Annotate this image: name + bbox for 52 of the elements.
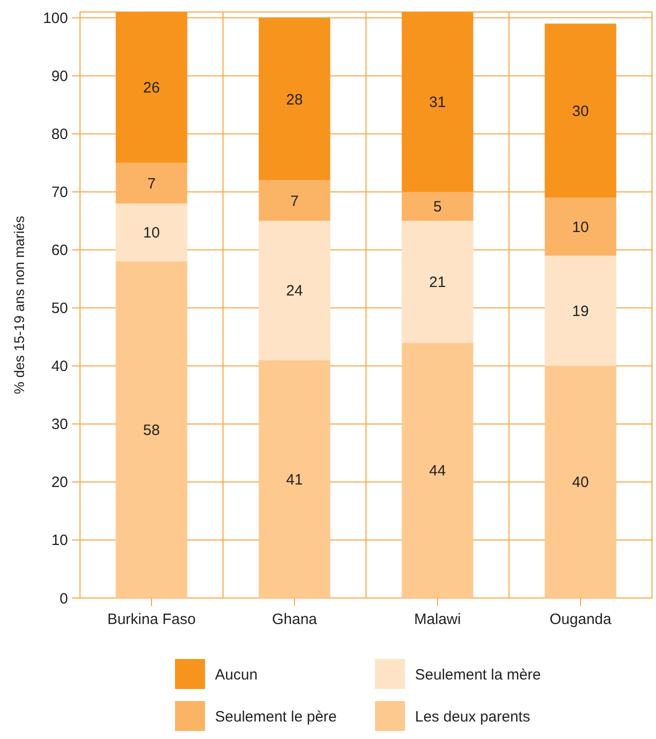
x-tick-label: Burkina Faso	[107, 611, 196, 628]
y-tick-label: 20	[51, 474, 68, 492]
data-label: 28	[286, 91, 303, 108]
data-label: 26	[143, 80, 160, 97]
bar	[544, 256, 616, 366]
y-tick-label: 10	[51, 532, 68, 550]
y-tick-label: 50	[51, 300, 68, 318]
y-tick-label: 60	[51, 242, 68, 260]
y-tick-label: 90	[51, 68, 68, 86]
data-label: 5	[433, 198, 442, 216]
data-label: 24	[286, 282, 303, 300]
y-tick-label: 70	[51, 184, 68, 202]
y-tick-label: 30	[51, 416, 68, 434]
bar	[116, 261, 188, 598]
data-label: 19	[572, 303, 589, 320]
data-label: 7	[290, 192, 299, 210]
x-tick-label: Malawi	[414, 611, 461, 628]
data-label: 41	[286, 471, 303, 488]
legend-label: Les deux parents	[415, 708, 530, 726]
bar	[402, 192, 474, 221]
bar	[402, 220, 474, 343]
data-label: 40	[572, 474, 589, 492]
y-axis-title: % des 15-19 ans non mariés	[11, 216, 27, 394]
data-label: 58	[143, 422, 160, 439]
data-label: 31	[429, 94, 446, 112]
bar	[258, 18, 330, 180]
bar	[116, 12, 188, 163]
bar	[544, 198, 616, 256]
y-tick-label: 80	[51, 126, 68, 144]
x-tick-label: Ghana	[272, 611, 318, 628]
data-label: 10	[572, 218, 589, 236]
y-tick-label: 0	[60, 590, 68, 608]
bar	[258, 360, 330, 598]
bar	[258, 180, 330, 221]
bar	[116, 162, 188, 204]
data-label: 21	[429, 274, 446, 292]
data-label: 30	[572, 102, 589, 120]
bar	[544, 366, 616, 598]
bar	[544, 24, 616, 198]
legend-label: Seulement le père	[215, 708, 337, 726]
data-label: 7	[147, 175, 156, 192]
bar	[258, 220, 330, 360]
bar	[402, 12, 474, 192]
legend-label: Seulement la mère	[415, 666, 541, 684]
data-label: 44	[429, 462, 446, 480]
legend-label: Aucun	[215, 666, 258, 684]
y-tick-label: 100	[42, 10, 68, 28]
data-label: 10	[143, 224, 160, 242]
bar	[116, 203, 188, 262]
x-tick-label: Ouganda	[550, 611, 612, 628]
bar	[402, 342, 474, 598]
y-tick-label: 40	[51, 358, 68, 376]
